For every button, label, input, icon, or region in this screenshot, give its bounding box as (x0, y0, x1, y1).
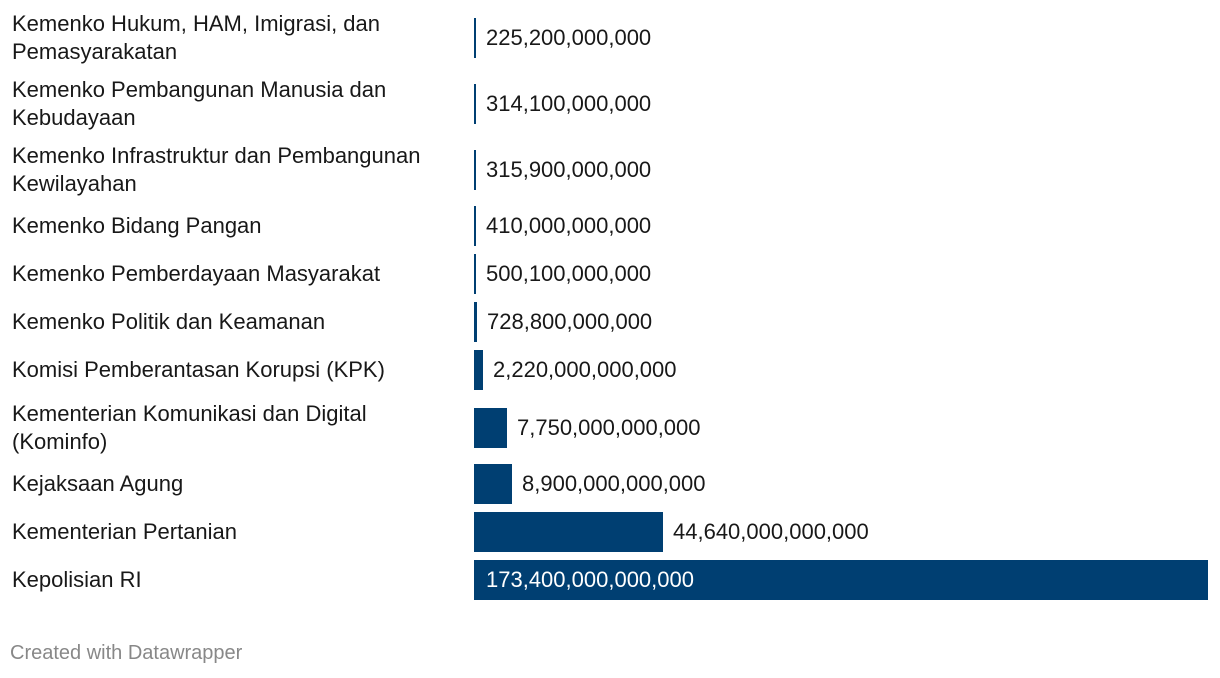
bar (474, 18, 476, 58)
bar-chart: Kemenko Hukum, HAM, Imigrasi, dan Pemasy… (0, 8, 1220, 600)
category-label: Kemenko Politik dan Keamanan (12, 309, 326, 334)
bar (474, 150, 476, 190)
bar-row: Kementerian Komunikasi dan Digital (Komi… (0, 398, 1220, 458)
value-label: 44,640,000,000,000 (673, 519, 869, 544)
value-label: 500,100,000,000 (486, 261, 652, 286)
bar (474, 84, 476, 124)
category-label: Komisi Pemberantasan Korupsi (KPK) (12, 357, 385, 382)
category-label: Kemenko Infrastruktur dan Pembangunan Ke… (12, 143, 421, 196)
category-label: Kejaksaan Agung (12, 471, 184, 496)
value-label: 314,100,000,000 (486, 91, 652, 116)
category-label: Kemenko Hukum, HAM, Imigrasi, dan Pemasy… (12, 11, 381, 64)
category-label: Kementerian Pertanian (12, 519, 238, 544)
bar (474, 206, 476, 246)
bar-row: Kementerian Pertanian 44,640,000,000,000 (0, 512, 1220, 552)
value-label: 410,000,000,000 (486, 213, 652, 238)
value-label: 728,800,000,000 (487, 309, 653, 334)
bar (474, 512, 663, 552)
bar-row: Komisi Pemberantasan Korupsi (KPK) 2,220,… (0, 350, 1220, 390)
bar-row: Kejaksaan Agung 8,900,000,000,000 (0, 464, 1220, 504)
category-label: Kemenko Bidang Pangan (12, 213, 262, 238)
category-label: Kepolisian RI (12, 567, 142, 592)
value-label: 7,750,000,000,000 (517, 415, 701, 440)
bar (474, 560, 1208, 600)
category-label: Kemenko Pemberdayaan Masyarakat (12, 261, 381, 286)
bar (474, 464, 512, 504)
bar (474, 302, 477, 342)
bar (474, 254, 476, 294)
bar-row: Kemenko Pemberdayaan Masyarakat 500,100,0… (0, 254, 1220, 294)
bar-row: Kemenko Infrastruktur dan Pembangunan Ke… (0, 140, 1220, 200)
credit-text: Created with Datawrapper (10, 642, 243, 664)
category-label: Kemenko Pembangunan Manusia dan Kebudaya… (12, 77, 387, 130)
value-label: 2,220,000,000,000 (493, 357, 677, 382)
value-label: 225,200,000,000 (486, 25, 652, 50)
value-label: 315,900,000,000 (486, 157, 652, 182)
value-label: 8,900,000,000,000 (522, 471, 706, 496)
bar (474, 408, 507, 448)
bar-row: Kemenko Hukum, HAM, Imigrasi, dan Pemasy… (0, 8, 1220, 68)
bar-row: Kemenko Bidang Pangan 410,000,000,000 (0, 206, 1220, 246)
value-label: 173,400,000,000,000 (486, 567, 694, 592)
category-label: Kementerian Komunikasi dan Digital (Komi… (12, 401, 367, 454)
bar-row: Kemenko Pembangunan Manusia dan Kebudaya… (0, 74, 1220, 134)
bar-row: Kemenko Politik dan Keamanan 728,800,000,… (0, 302, 1220, 342)
bar-row: Kepolisian RI 173,400,000,000,000 (0, 560, 1220, 600)
bar (474, 350, 483, 390)
